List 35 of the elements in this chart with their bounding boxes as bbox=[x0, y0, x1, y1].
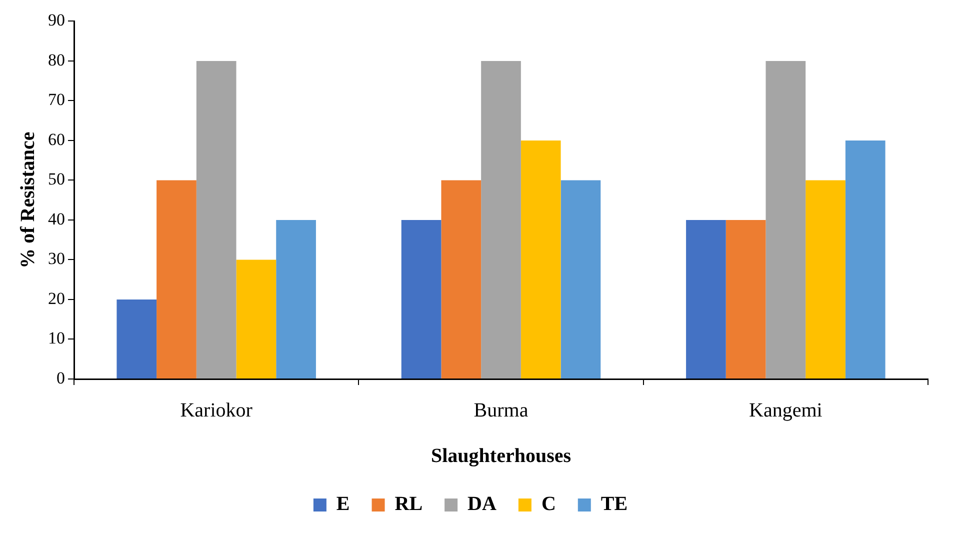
y-tick-label: 10 bbox=[48, 328, 65, 348]
y-tick-label: 50 bbox=[48, 170, 65, 189]
bar bbox=[196, 60, 236, 378]
bar bbox=[276, 220, 316, 378]
bar bbox=[766, 60, 806, 378]
y-tick-label: 80 bbox=[48, 50, 65, 70]
y-tick-label: 30 bbox=[48, 249, 65, 268]
x-tick-label: Kangemi bbox=[749, 399, 823, 422]
bar bbox=[520, 140, 561, 378]
bar bbox=[116, 299, 157, 378]
y-tick-label: 90 bbox=[48, 10, 65, 30]
bar bbox=[845, 140, 886, 378]
y-tick-label: 70 bbox=[48, 90, 65, 110]
x-tick-label: Burma bbox=[474, 399, 528, 422]
legend-label: C bbox=[541, 493, 556, 516]
y-axis-title: % of Resistance bbox=[17, 132, 40, 268]
bar bbox=[236, 260, 276, 378]
y-tick-label: 40 bbox=[48, 209, 65, 228]
x-axis-title: Slaughterhouses bbox=[430, 445, 572, 468]
legend-label: DA bbox=[468, 493, 497, 516]
x-tick-label: Kariokor bbox=[180, 399, 253, 422]
bar bbox=[441, 180, 482, 378]
bar bbox=[726, 220, 766, 378]
y-tick-label: 0 bbox=[56, 368, 65, 388]
bar bbox=[156, 180, 196, 378]
bar bbox=[401, 220, 442, 378]
legend-label: RL bbox=[394, 493, 423, 516]
y-tick-label: 60 bbox=[48, 130, 65, 149]
y-tick-label: 20 bbox=[48, 288, 65, 308]
legend-label: TE bbox=[600, 493, 628, 516]
bar bbox=[481, 60, 521, 378]
bar bbox=[560, 180, 601, 378]
legend-label: E bbox=[336, 493, 350, 516]
bar bbox=[806, 180, 846, 378]
bar bbox=[686, 220, 726, 378]
